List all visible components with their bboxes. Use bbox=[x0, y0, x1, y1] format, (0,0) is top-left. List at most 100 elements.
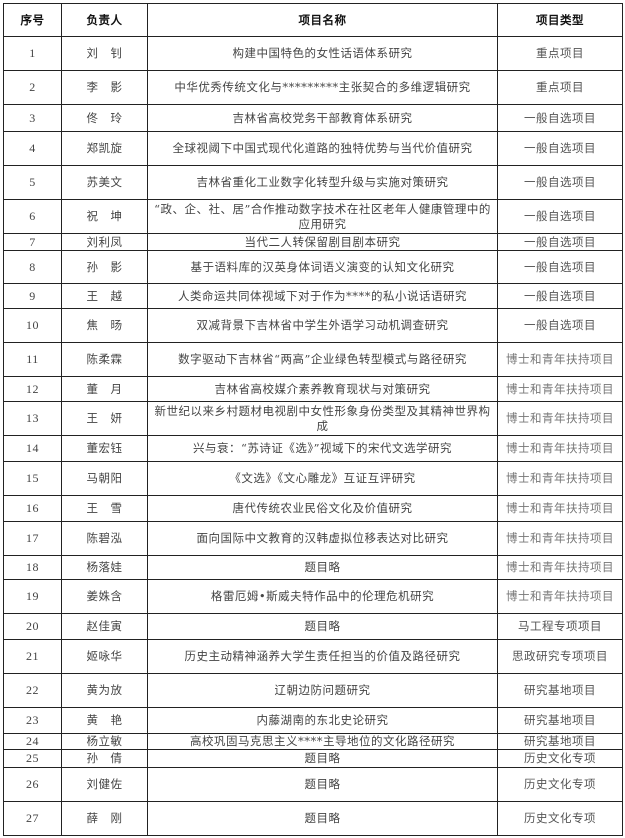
person-name: 董 月 bbox=[61, 376, 148, 402]
project-type: 研究基地项目 bbox=[497, 707, 623, 734]
project-type: 一般自选项目 bbox=[497, 250, 623, 284]
person-name: 王 妍 bbox=[61, 401, 148, 436]
project-type: 一般自选项目 bbox=[497, 283, 623, 309]
table-row: 5 苏美文 吉林省重化工业数字化转型升级与实施对策研究 一般自选项目 bbox=[3, 165, 623, 200]
person-name: 李 影 bbox=[61, 70, 148, 105]
person-name: 刘利凤 bbox=[61, 233, 148, 251]
row-number: 26 bbox=[3, 767, 62, 802]
row-number: 9 bbox=[3, 283, 62, 309]
project-type: 马工程专项项目 bbox=[497, 613, 623, 640]
project-type: 思政研究专项项目 bbox=[497, 639, 623, 674]
person-name: 苏美文 bbox=[61, 165, 148, 200]
project-type: 一般自选项目 bbox=[497, 131, 623, 166]
person-name: 马朝阳 bbox=[61, 461, 148, 496]
project-type: 一般自选项目 bbox=[497, 165, 623, 200]
project-title: 题目略 bbox=[147, 767, 498, 802]
project-type: 博士和青年扶持项目 bbox=[497, 521, 623, 556]
project-title: 吉林省高校媒介素养教育现状与对策研究 bbox=[147, 376, 498, 402]
row-number: 19 bbox=[3, 579, 62, 614]
project-title: 构建中国特色的女性话语体系研究 bbox=[147, 36, 498, 71]
person-name: 姜姝含 bbox=[61, 579, 148, 614]
project-title: 人类命运共同体视域下对于作为****的私小说话语研究 bbox=[147, 283, 498, 309]
person-name: 黄 艳 bbox=[61, 707, 148, 734]
person-name: 祝 坤 bbox=[61, 199, 148, 234]
person-name: 陈柔霖 bbox=[61, 342, 148, 377]
project-title: 数字驱动下吉林省“两高”企业绿色转型模式与路径研究 bbox=[147, 342, 498, 377]
project-title: 《文选》《文心雕龙》互证互评研究 bbox=[147, 461, 498, 496]
project-title: 中华优秀传统文化与*********主张契合的多维逻辑研究 bbox=[147, 70, 498, 105]
project-type: 历史文化专项 bbox=[497, 801, 623, 836]
person-name: 郑凯旋 bbox=[61, 131, 148, 166]
person-name: 王 雪 bbox=[61, 495, 148, 522]
person-name: 薛 刚 bbox=[61, 801, 148, 836]
project-type: 历史文化专项 bbox=[497, 749, 623, 768]
project-type: 博士和青年扶持项目 bbox=[497, 579, 623, 614]
row-number: 7 bbox=[3, 233, 62, 251]
project-title: 题目略 bbox=[147, 613, 498, 640]
project-type: 博士和青年扶持项目 bbox=[497, 461, 623, 496]
project-type: 研究基地项目 bbox=[497, 673, 623, 708]
table-row: 21 姬咏华 历史主动精神涵养大学生责任担当的价值及路径研究 思政研究专项项目 bbox=[3, 639, 623, 674]
person-name: 黄为放 bbox=[61, 673, 148, 708]
row-number: 2 bbox=[3, 70, 62, 105]
table-row: 11 陈柔霖 数字驱动下吉林省“两高”企业绿色转型模式与路径研究 博士和青年扶持项目 bbox=[3, 342, 623, 377]
row-number: 10 bbox=[3, 308, 62, 343]
project-title: 内藤湖南的东北史论研究 bbox=[147, 707, 498, 734]
project-type: 重点项目 bbox=[497, 70, 623, 105]
row-number: 8 bbox=[3, 250, 62, 284]
project-title: 题目略 bbox=[147, 749, 498, 768]
row-number: 15 bbox=[3, 461, 62, 496]
row-number: 6 bbox=[3, 199, 62, 234]
row-number: 1 bbox=[3, 36, 62, 71]
table-row: 23 黄 艳内藤湖南的东北史论研究 研究基地项目 bbox=[3, 707, 623, 734]
header-title: 项目名称 bbox=[147, 3, 498, 37]
table-row: 20 赵佳寅 题目略 马工程专项项目 bbox=[3, 613, 623, 640]
row-number: 25 bbox=[3, 749, 62, 768]
project-type: 博士和青年扶持项目 bbox=[497, 495, 623, 522]
project-type: 重点项目 bbox=[497, 36, 623, 71]
table-row: 13 王 妍新世纪以来乡村题材电视剧中女性形象身份类型及其精神世界构成 博士和青年扶… bbox=[3, 401, 623, 436]
project-title: “政、企、社、居”合作推动数字技术在社区老年人健康管理中的应用研究 bbox=[147, 199, 498, 234]
project-type: 博士和青年扶持项目 bbox=[497, 435, 623, 462]
project-type: 研究基地项目 bbox=[497, 733, 623, 750]
table-row: 25 孙 倩题目略 历史文化专项 bbox=[3, 749, 623, 768]
person-name: 赵佳寅 bbox=[61, 613, 148, 640]
row-number: 5 bbox=[3, 165, 62, 200]
project-title: 全球视阈下中国式现代化道路的独特优势与当代价值研究 bbox=[147, 131, 498, 166]
project-title: 面向国际中文教育的汉韩虚拟位移表达对比研究 bbox=[147, 521, 498, 556]
project-title: 兴与衰：“苏诗证《选》”视域下的宋代文选学研究 bbox=[147, 435, 498, 462]
person-name: 董宏钰 bbox=[61, 435, 148, 462]
project-type: 博士和青年扶持项目 bbox=[497, 376, 623, 402]
person-name: 姬咏华 bbox=[61, 639, 148, 674]
row-number: 23 bbox=[3, 707, 62, 734]
row-number: 18 bbox=[3, 555, 62, 580]
project-title: 唐代传统农业民俗文化及价值研究 bbox=[147, 495, 498, 522]
table-row: 14 董宏钰 兴与衰：“苏诗证《选》”视域下的宋代文选学研究 博士和青年扶持项目 bbox=[3, 435, 623, 462]
row-number: 17 bbox=[3, 521, 62, 556]
table-row: 17 陈碧泓 面向国际中文教育的汉韩虚拟位移表达对比研究 博士和青年扶持项目 bbox=[3, 521, 623, 556]
table-row: 27 薛 刚题目略 历史文化专项 bbox=[3, 801, 623, 836]
person-name: 杨立敏 bbox=[61, 733, 148, 750]
row-number: 12 bbox=[3, 376, 62, 402]
row-number: 14 bbox=[3, 435, 62, 462]
project-title: 题目略 bbox=[147, 555, 498, 580]
project-type: 博士和青年扶持项目 bbox=[497, 401, 623, 436]
project-title: 题目略 bbox=[147, 801, 498, 836]
row-number: 27 bbox=[3, 801, 62, 836]
table-row: 19 姜姝含 格雷厄姆•斯威夫特作品中的伦理危机研究 博士和青年扶持项目 bbox=[3, 579, 623, 614]
row-number: 3 bbox=[3, 104, 62, 132]
table-row: 18 杨落娃 题目略 博士和青年扶持项目 bbox=[3, 555, 623, 580]
row-number: 11 bbox=[3, 342, 62, 377]
project-type: 一般自选项目 bbox=[497, 199, 623, 234]
project-title: 历史主动精神涵养大学生责任担当的价值及路径研究 bbox=[147, 639, 498, 674]
project-type: 一般自选项目 bbox=[497, 233, 623, 251]
project-title: 吉林省高校党务干部教育体系研究 bbox=[147, 104, 498, 132]
person-name: 孙 影 bbox=[61, 250, 148, 284]
row-number: 21 bbox=[3, 639, 62, 674]
